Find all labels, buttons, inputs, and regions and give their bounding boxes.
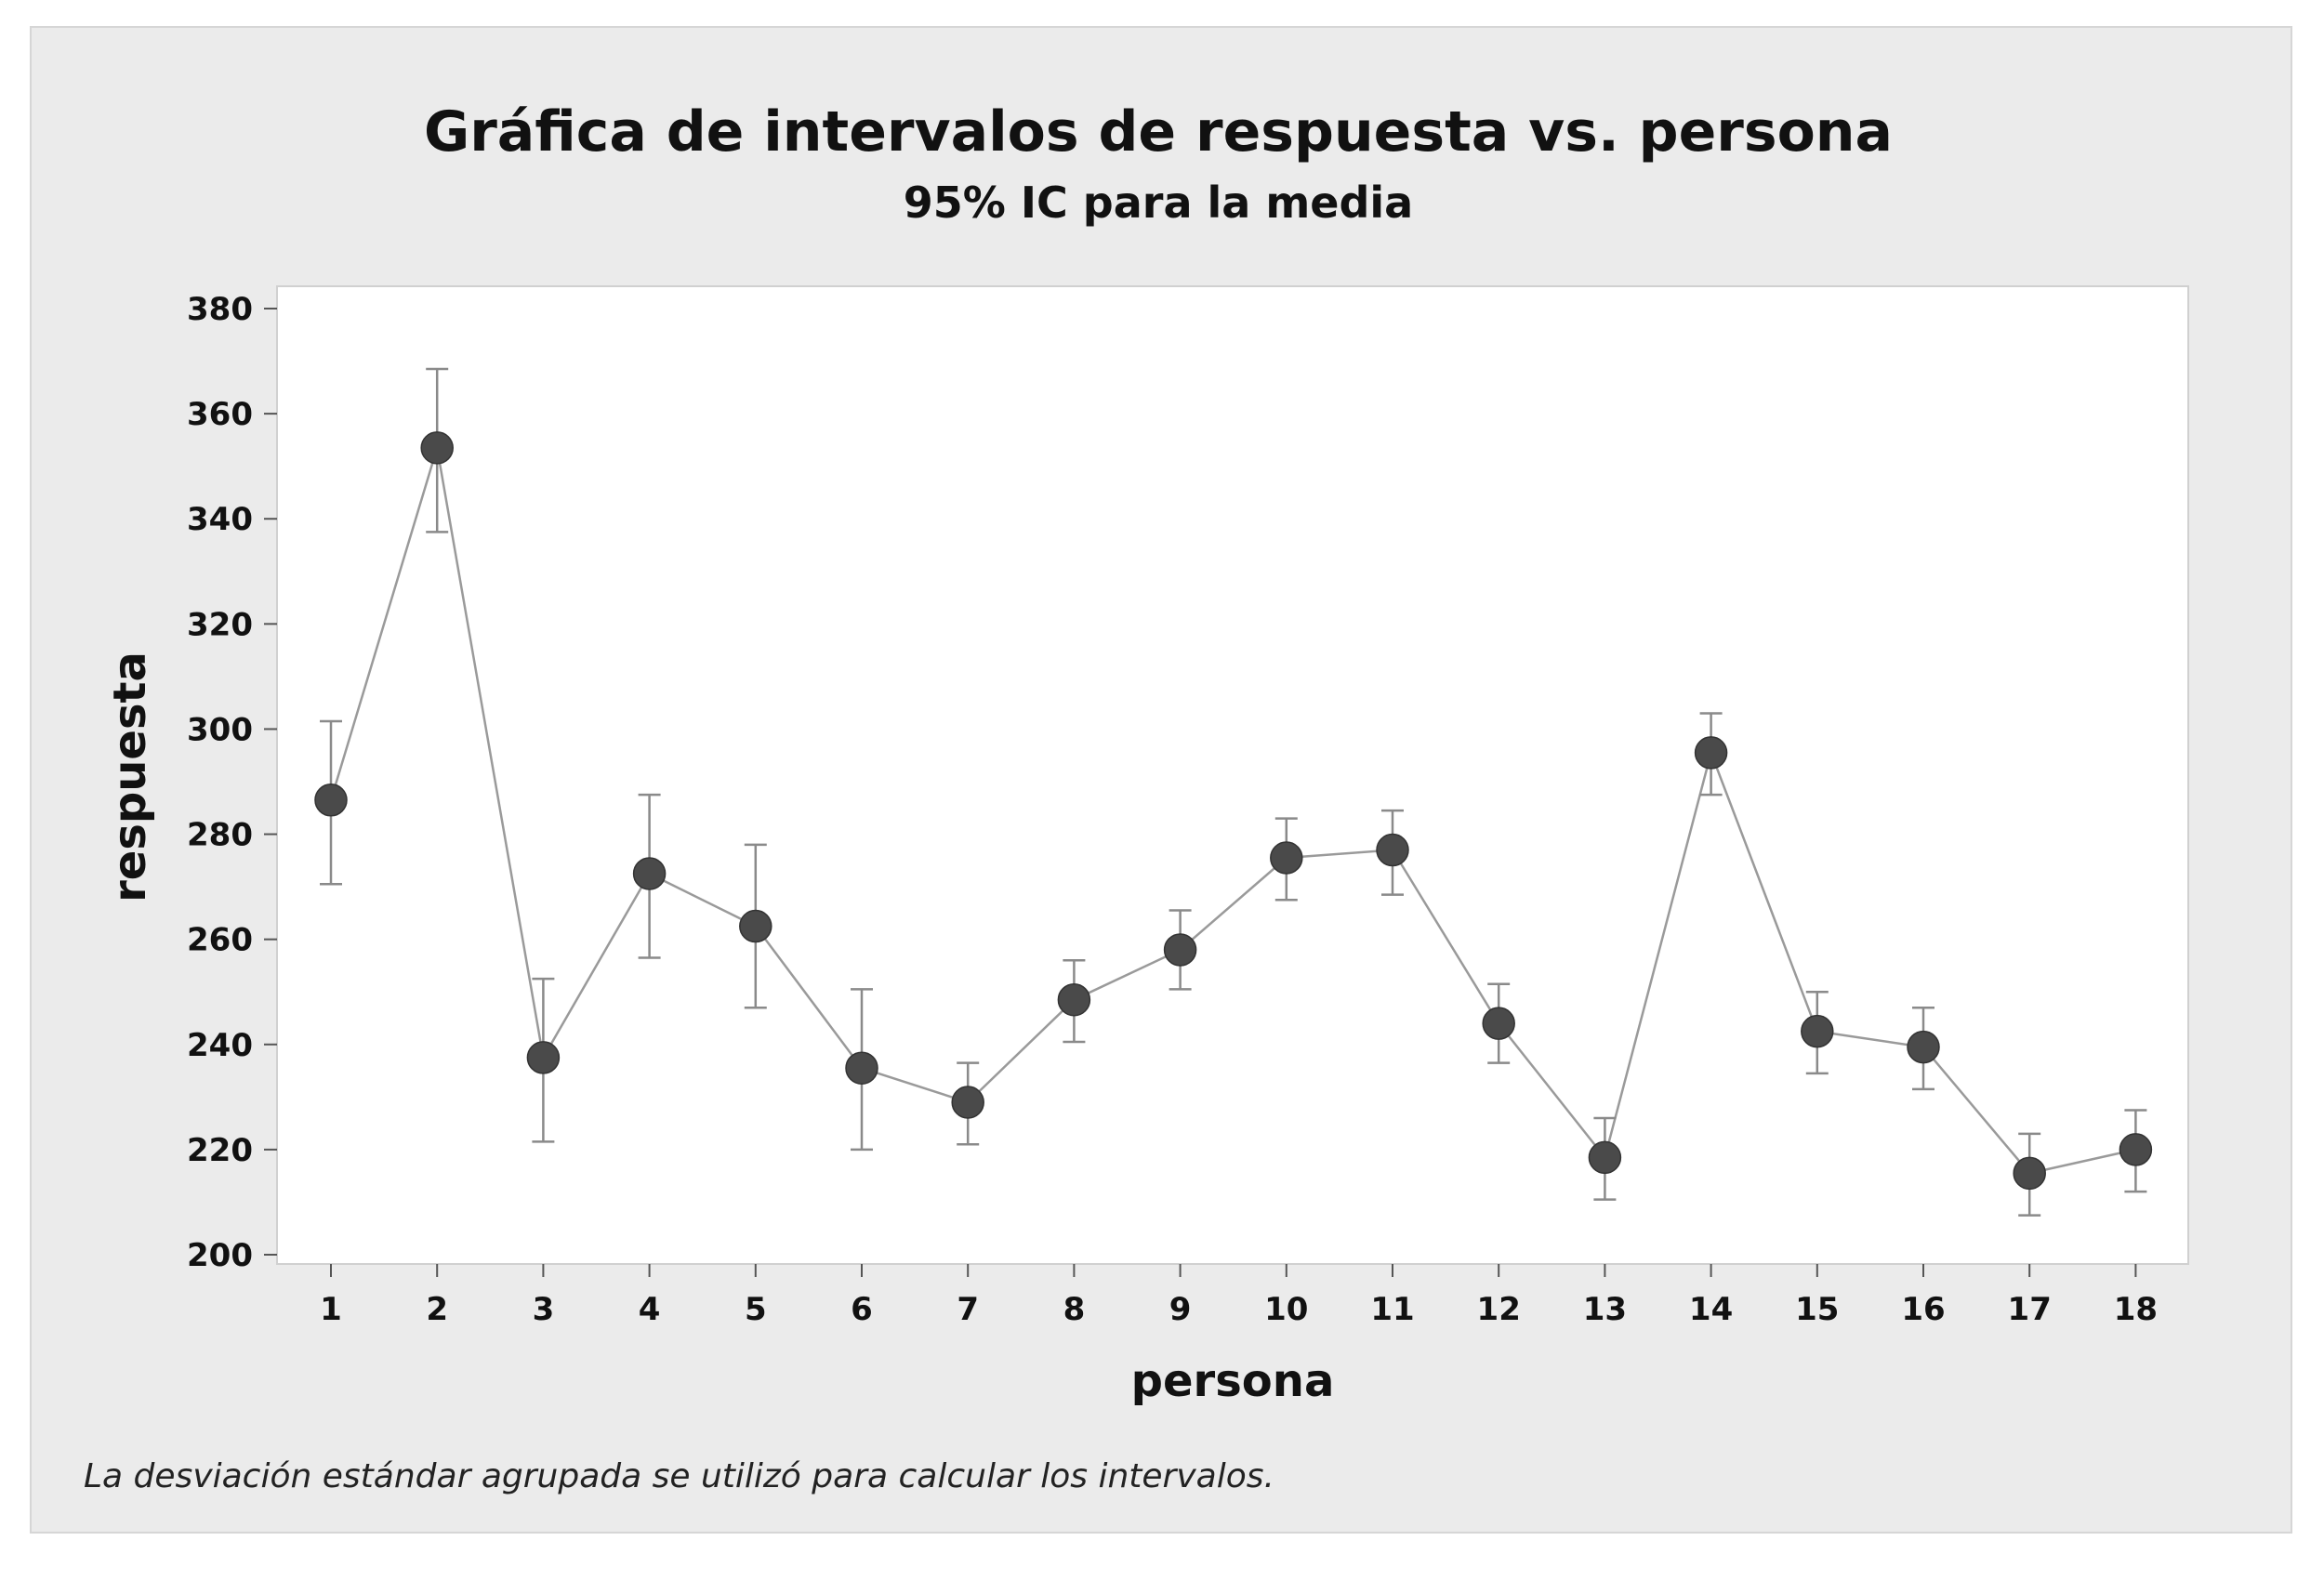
mean-point: [1694, 736, 1728, 770]
x-tick-label: 4: [639, 1291, 661, 1328]
y-tick-label: 340: [187, 501, 253, 538]
x-tick-label: 12: [1477, 1291, 1521, 1328]
mean-point: [2119, 1133, 2153, 1166]
y-axis: 200 220 240 260 280 300 320 340 360 380: [187, 291, 277, 1274]
x-tick-label: 13: [1583, 1291, 1627, 1328]
x-tick-label: 18: [2114, 1291, 2158, 1328]
chart-subtitle: 95% IC para la media: [904, 178, 1413, 228]
series-layer: [314, 367, 2153, 1217]
chart-panel: Gráfica de intervalos de respuesta vs. p…: [30, 26, 2292, 1534]
x-tick-label: 5: [745, 1291, 767, 1328]
y-tick-label: 360: [187, 396, 253, 433]
mean-point: [1270, 841, 1303, 875]
mean-point: [1057, 982, 1091, 1017]
mean-point: [2013, 1156, 2046, 1191]
x-tick-label: 11: [1370, 1291, 1414, 1328]
mean-point: [1163, 933, 1197, 967]
y-tick-label: 240: [187, 1027, 253, 1064]
mean-connect-line: [329, 447, 2136, 1175]
mean-point: [420, 431, 454, 465]
y-tick-label: 280: [187, 817, 253, 854]
mean-point: [845, 1051, 878, 1085]
mean-point: [1376, 833, 1409, 867]
x-tick-label: 10: [1264, 1291, 1308, 1328]
y-tick-label: 380: [187, 291, 253, 328]
x-tick-label: 17: [2008, 1291, 2052, 1328]
mean-point: [632, 857, 667, 890]
plot-area: [276, 285, 2189, 1265]
y-tick-label: 300: [187, 711, 253, 748]
x-tick-label: 6: [851, 1291, 873, 1328]
x-tick-label: 9: [1169, 1291, 1192, 1328]
y-tick-label: 260: [187, 922, 253, 959]
mean-point: [739, 909, 772, 943]
y-tick-label: 220: [187, 1132, 253, 1169]
x-tick-label: 7: [957, 1291, 979, 1328]
x-tick-label: 8: [1063, 1291, 1086, 1328]
x-tick-label: 1: [320, 1291, 342, 1328]
mean-point: [951, 1086, 984, 1119]
mean-point: [1482, 1007, 1515, 1040]
mean-point: [314, 783, 348, 817]
y-tick-label: 320: [187, 606, 253, 643]
mean-point: [1801, 1014, 1834, 1048]
x-tick-label: 16: [1901, 1291, 1945, 1328]
x-tick-label: 14: [1689, 1291, 1733, 1328]
x-axis: 1 2 3 4 5 6 7 8 9 10 11 12 13 14 15 16 17 18: [320, 1264, 2158, 1328]
chart-footnote: La desviación estándar agrupada se utili…: [84, 1457, 1274, 1495]
interval-plot: Gráfica de intervalos de respuesta vs. p…: [84, 99, 2189, 1495]
mean-point: [526, 1041, 561, 1074]
mean-point: [1588, 1140, 1622, 1175]
x-axis-title: persona: [1131, 1355, 1335, 1407]
y-axis-title: respuesta: [104, 652, 156, 902]
x-tick-label: 3: [533, 1291, 555, 1328]
x-tick-label: 2: [426, 1291, 448, 1328]
chart-title: Gráfica de intervalos de respuesta vs. p…: [424, 99, 1893, 165]
x-tick-label: 15: [1795, 1291, 1839, 1328]
mean-point: [1907, 1030, 1940, 1064]
y-tick-label: 200: [187, 1237, 253, 1274]
